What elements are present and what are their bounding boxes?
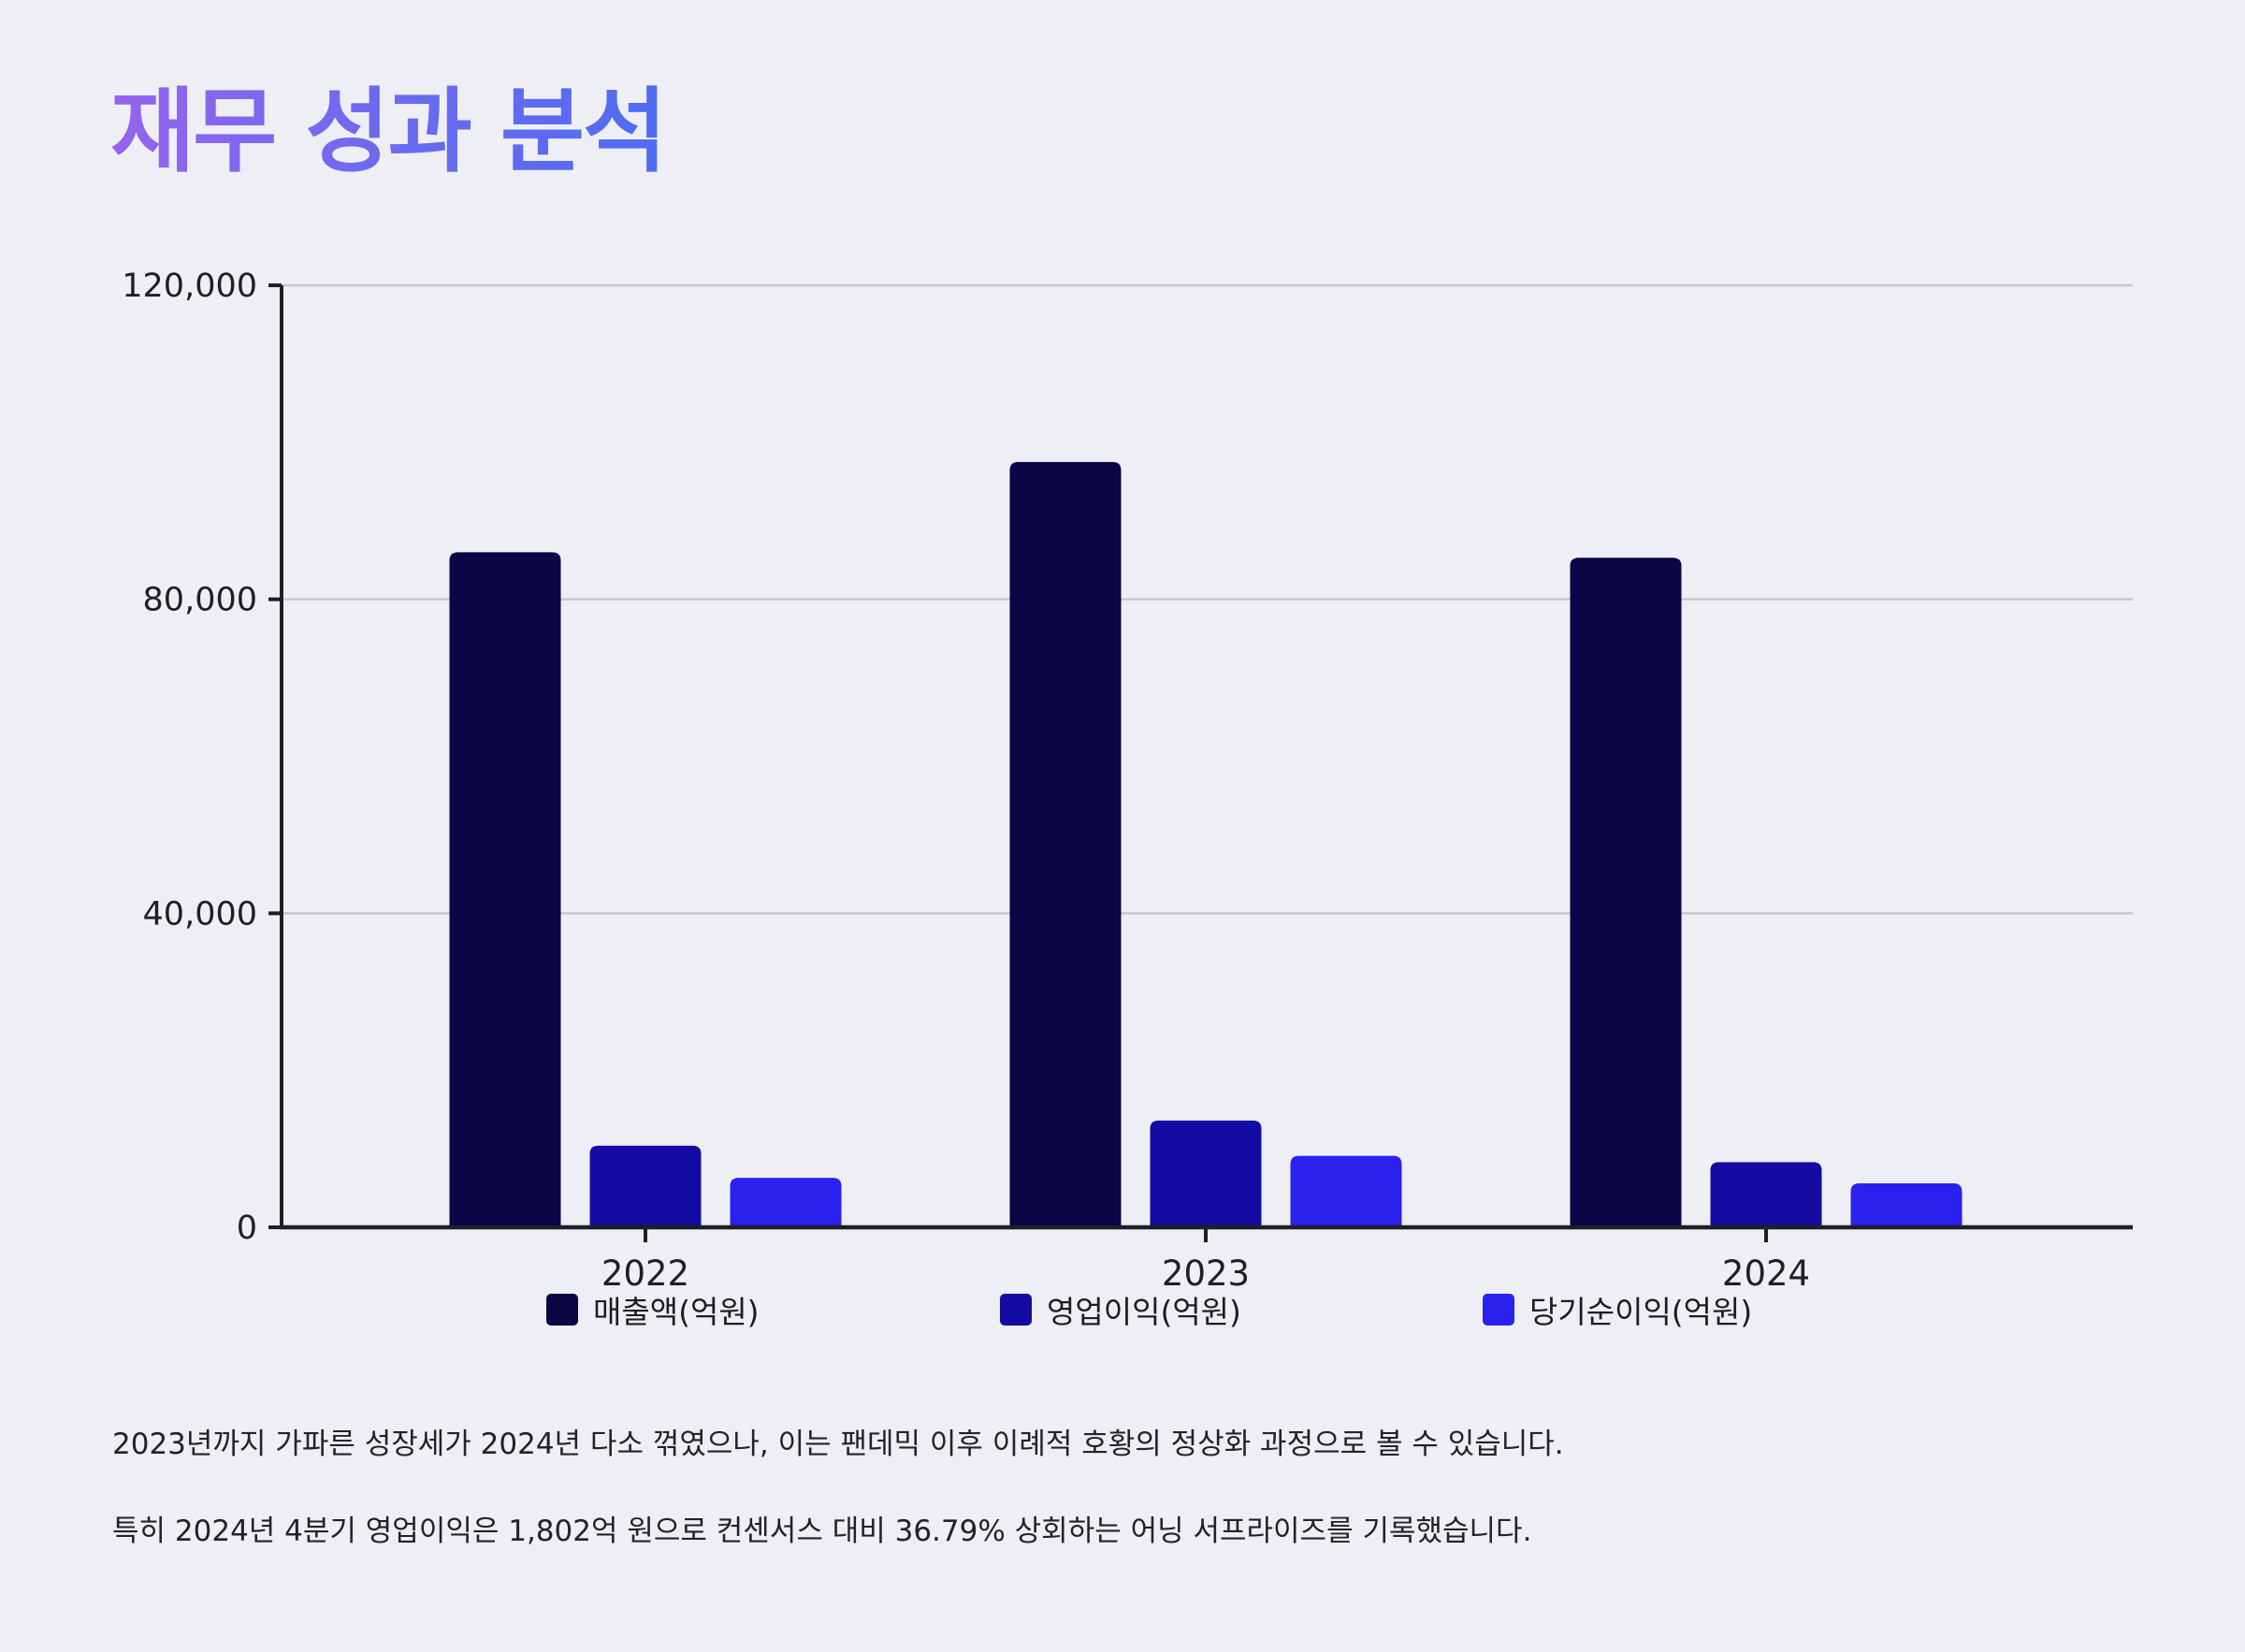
bar-2024-series-2 — [1850, 1183, 1963, 1227]
legend-item-revenue: 매출액(억원) — [546, 1289, 760, 1330]
commentary-line-earnings-surprise: 특히 2024년 4분기 영업이익은 1,802억 원으로 컨센서스 대비 36… — [112, 1514, 1532, 1548]
commentary: 2023년까지 가파른 성장세가 2024년 다소 꺾였으나, 이는 팬데믹 이… — [112, 1424, 2151, 1598]
bar-2024-series-1 — [1710, 1162, 1822, 1227]
legend-swatch-revenue — [546, 1294, 578, 1326]
bar-chart: 0 40,000 80,000 120,000 2022 2023 2024 — [122, 268, 2133, 1294]
legend-label-net-income: 당기순이익(억원) — [1529, 1294, 1753, 1330]
grid-lines — [282, 283, 2133, 915]
legend-label-revenue: 매출액(억원) — [593, 1294, 760, 1330]
bar-2022-series-1 — [589, 1145, 702, 1227]
y-tick-label: 0 — [237, 1210, 257, 1247]
tick-labels: 0 40,000 80,000 120,000 2022 2023 2024 — [122, 268, 1810, 1294]
legend-item-net-income: 당기순이익(억원) — [1483, 1289, 1752, 1330]
bar-2023-series-1 — [1150, 1120, 1262, 1227]
x-tick-label: 2023 — [1162, 1253, 1250, 1294]
bars — [449, 461, 1963, 1227]
legend-swatch-operating-profit — [1000, 1294, 1032, 1326]
bar-2023-series-2 — [1290, 1155, 1402, 1227]
bar-2022-series-0 — [449, 552, 561, 1227]
x-tick-label: 2022 — [601, 1253, 689, 1294]
y-tick-label: 40,000 — [143, 895, 257, 933]
bar-2024-series-0 — [1570, 558, 1682, 1227]
axes — [268, 283, 2133, 1242]
legend-label-operating-profit: 영업이익(억원) — [1047, 1294, 1241, 1330]
commentary-line-growth: 2023년까지 가파른 성장세가 2024년 다소 꺾였으나, 이는 팬데믹 이… — [112, 1427, 1564, 1461]
legend-swatch-net-income — [1483, 1294, 1514, 1326]
legend-item-operating-profit: 영업이익(억원) — [1000, 1289, 1241, 1330]
x-tick-label: 2024 — [1722, 1253, 1810, 1294]
y-tick-label: 80,000 — [143, 582, 257, 619]
bar-2022-series-2 — [730, 1178, 842, 1227]
y-tick-label: 120,000 — [122, 268, 257, 305]
bar-2023-series-0 — [1009, 461, 1122, 1227]
page-title: 재무 성과 분석 — [110, 79, 667, 185]
chart-legend: 매출액(억원) 영업이익(억원) 당기순이익(억원) — [0, 1289, 2245, 1330]
